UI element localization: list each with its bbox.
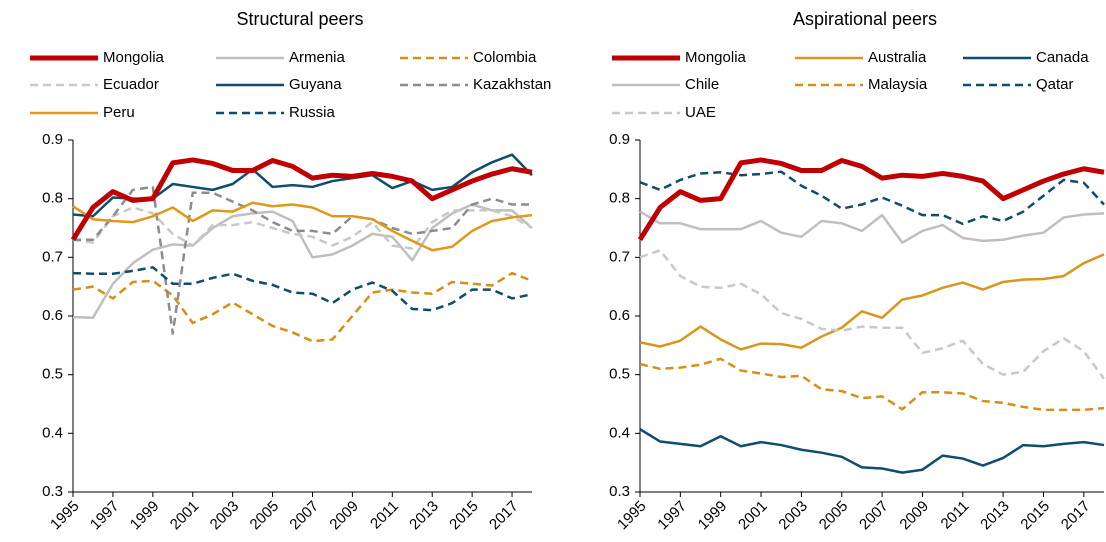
series-line (72, 271, 533, 343)
y-tick-label: 0.9 (42, 131, 63, 148)
legend-label: UAE (685, 104, 716, 121)
series-line (70, 157, 533, 242)
y-tick-label: 0.7 (42, 248, 63, 265)
y-tick-label: 0.6 (42, 307, 63, 324)
x-tick-label: 2013 (977, 498, 1013, 534)
legend-label: Mongolia (103, 49, 165, 66)
x-tick-label: 2003 (775, 498, 811, 534)
series-line (639, 357, 1105, 412)
series-line (639, 170, 1105, 226)
legend-label: Colombia (473, 49, 537, 66)
x-tick-label: 1995 (47, 498, 83, 534)
y-tick-label: 0.8 (609, 190, 630, 207)
legend-label: Ecuador (103, 76, 159, 93)
legend-label: Qatar (1036, 76, 1074, 93)
series-line (639, 428, 1105, 474)
x-tick-label: 2017 (1058, 498, 1094, 534)
y-tick-label: 0.4 (42, 424, 63, 441)
y-tick-label: 0.5 (42, 366, 63, 383)
y-tick-label: 0.3 (609, 483, 630, 500)
series-line (72, 206, 533, 250)
legend-label: Canada (1036, 49, 1089, 66)
x-tick-label: 2003 (207, 498, 243, 534)
y-tick-label: 0.8 (42, 190, 63, 207)
x-tick-label: 2001 (167, 498, 203, 534)
y-tick-label: 0.6 (609, 307, 630, 324)
chart-title: Structural peers (236, 9, 363, 29)
series-line (639, 253, 1105, 351)
x-tick-label: 2005 (816, 498, 852, 534)
y-tick-label: 0.7 (609, 248, 630, 265)
x-tick-label: 1999 (695, 498, 731, 534)
x-tick-label: 1995 (614, 498, 650, 534)
series-line (72, 266, 533, 312)
x-tick-label: 2007 (856, 498, 892, 534)
x-tick-label: 1997 (654, 498, 690, 534)
x-tick-label: 2011 (938, 498, 973, 533)
legend-label: Mongolia (685, 49, 747, 66)
legend-label: Chile (685, 76, 719, 93)
legend-label: Malaysia (868, 76, 928, 93)
y-tick-label: 0.3 (42, 483, 63, 500)
x-tick-label: 2017 (486, 498, 522, 534)
legend-label: Guyana (289, 76, 342, 93)
x-tick-label: 1997 (87, 498, 123, 534)
series-line (73, 185, 532, 335)
series-line (639, 249, 1106, 380)
series-line (639, 210, 1105, 244)
series-line (72, 201, 533, 252)
y-tick-label: 0.5 (609, 366, 630, 383)
series-line (637, 157, 1105, 242)
y-tick-label: 0.9 (609, 131, 630, 148)
x-tick-label: 2015 (1017, 498, 1053, 534)
x-tick-label: 2013 (406, 498, 442, 534)
legend-label: Peru (103, 104, 135, 121)
x-tick-label: 2001 (735, 498, 771, 534)
legend-label: Armenia (289, 49, 346, 66)
x-tick-label: 2015 (446, 498, 482, 534)
x-tick-label: 2007 (286, 498, 322, 534)
x-tick-label: 2005 (247, 498, 283, 534)
chart-title: Aspirational peers (793, 9, 937, 29)
x-tick-label: 2009 (896, 498, 932, 534)
legend-label: Russia (289, 104, 336, 121)
legend-label: Kazakhstan (473, 76, 551, 93)
x-tick-label: 1999 (127, 498, 163, 534)
x-tick-label: 2009 (326, 498, 362, 534)
legend-label: Australia (868, 49, 927, 66)
series-line (72, 203, 533, 320)
x-tick-label: 2011 (367, 498, 402, 533)
y-tick-label: 0.4 (609, 424, 630, 441)
